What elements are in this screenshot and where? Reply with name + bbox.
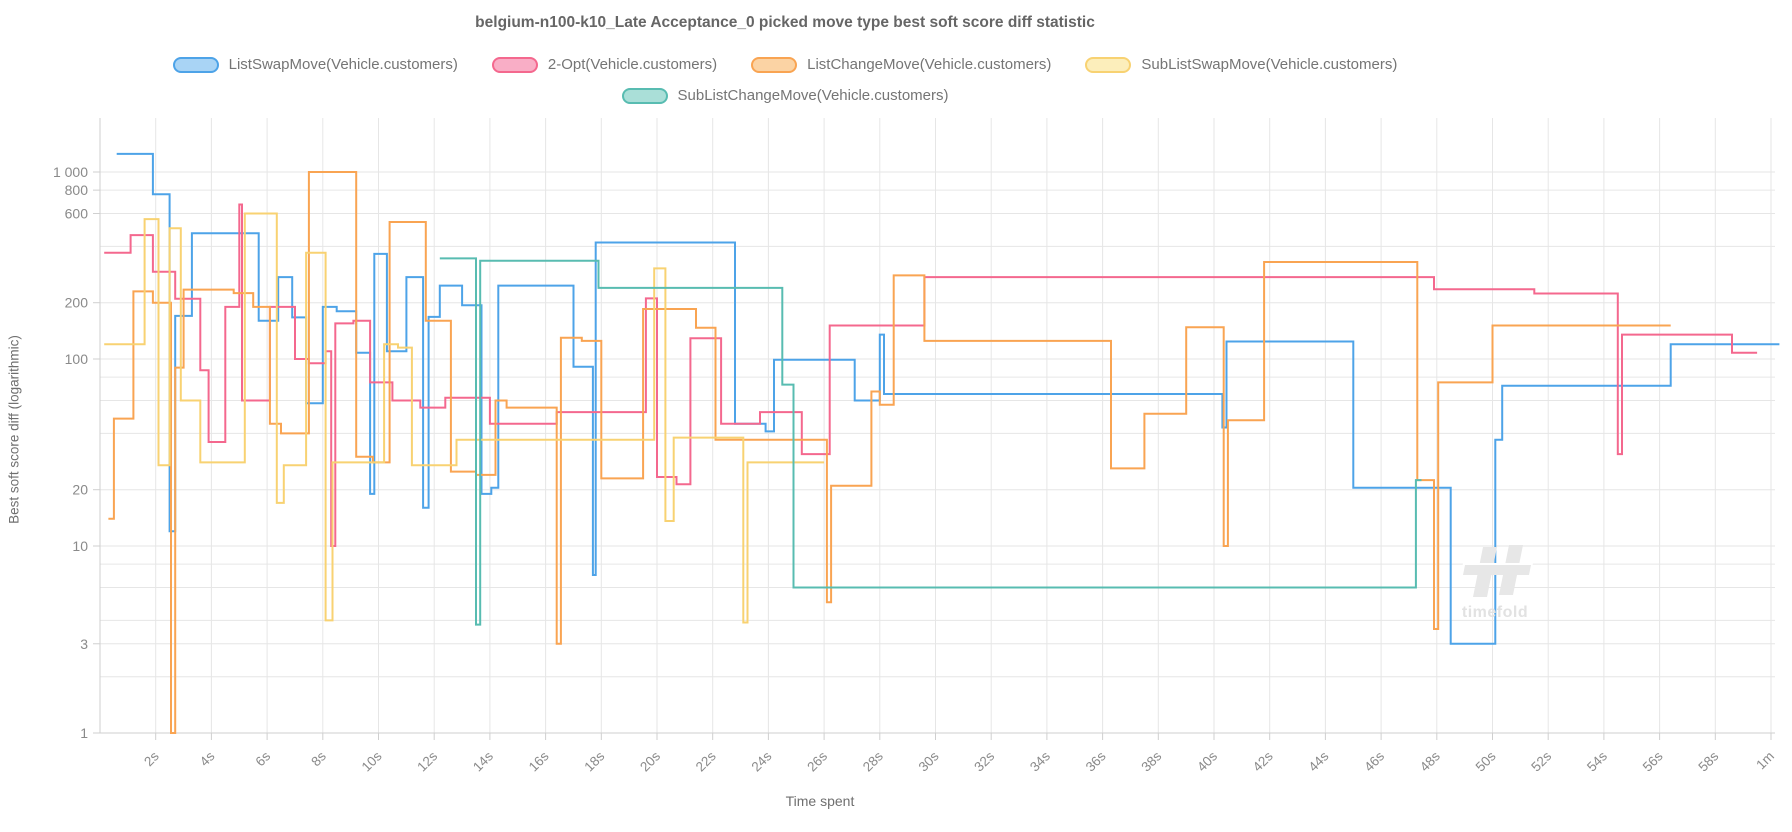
y-tick-label: 200: [65, 295, 89, 311]
x-tick-label: 4s: [197, 748, 218, 769]
x-tick-label: 14s: [470, 748, 496, 774]
x-tick-label: 34s: [1027, 748, 1053, 774]
x-tick-label: 18s: [581, 748, 607, 774]
legend-swatch-sub-list-swap-move: [1085, 56, 1132, 73]
legend-label: SubListSwapMove(Vehicle.customers): [1141, 56, 1398, 73]
x-tick-label: 40s: [1194, 748, 1220, 774]
chart-title: belgium-n100-k10_Late Acceptance_0 picke…: [475, 14, 1095, 31]
x-tick-label: 58s: [1695, 748, 1721, 774]
x-tick-label: 54s: [1584, 748, 1610, 774]
legend-swatch-two-opt: [491, 56, 538, 73]
legend-row-2: SubListChangeMove(Vehicle.customers): [0, 87, 1570, 104]
y-axis-title: Best soft score diff (logarithmic): [6, 335, 22, 524]
y-tick-label: 20: [72, 482, 88, 498]
x-tick-label: 44s: [1306, 748, 1332, 774]
series-line-two-opt: [104, 203, 1758, 547]
legend-label: ListSwapMove(Vehicle.customers): [228, 56, 458, 73]
x-tick-label: 46s: [1361, 748, 1387, 774]
x-tick-label: 36s: [1083, 748, 1109, 774]
legend-label: SubListChangeMove(Vehicle.customers): [677, 87, 949, 104]
legend-item-two-opt[interactable]: 2-Opt(Vehicle.customers): [491, 56, 718, 73]
x-tick-label: 38s: [1138, 748, 1164, 774]
x-tick-label: 20s: [637, 748, 663, 774]
x-tick-label: 16s: [526, 748, 552, 774]
timefold-logo-icon: [1460, 545, 1533, 597]
y-tick-label: 3: [80, 636, 88, 652]
x-tick-label: 32s: [971, 748, 997, 774]
x-tick-label: 10s: [359, 748, 385, 774]
x-tick-label: 52s: [1528, 748, 1554, 774]
y-tick-label: 100: [65, 351, 89, 367]
legend-swatch-list-change-move: [751, 56, 798, 73]
watermark-text: timefold: [1461, 604, 1529, 621]
legend-item-sub-list-swap-move[interactable]: SubListSwapMove(Vehicle.customers): [1085, 56, 1397, 73]
y-tick-label: 1 000: [53, 164, 88, 180]
x-tick-label: 48s: [1417, 748, 1443, 774]
legend-item-list-change-move[interactable]: ListChangeMove(Vehicle.customers): [751, 56, 1051, 73]
y-tick-label: 600: [65, 205, 89, 221]
x-tick-label: 26s: [804, 748, 830, 774]
x-tick-label: 8s: [308, 748, 329, 769]
x-tick-label: 50s: [1473, 748, 1499, 774]
legend-swatch-list-swap-move: [172, 56, 219, 73]
x-tick-label: 22s: [693, 748, 719, 774]
y-tick-label: 800: [65, 182, 89, 198]
x-tick-label: 1m: [1753, 749, 1777, 773]
x-tick-label: 56s: [1640, 748, 1666, 774]
x-tick-label: 12s: [414, 748, 440, 774]
x-axis-title: Time spent: [785, 793, 855, 809]
series-line-sub-list-swap-move: [104, 212, 825, 624]
series-line-list-change-move: [108, 171, 1671, 734]
x-tick-label: 28s: [860, 748, 886, 774]
legend-item-list-swap-move[interactable]: ListSwapMove(Vehicle.customers): [172, 56, 458, 73]
x-tick-label: 30s: [916, 748, 942, 774]
legend-label: ListChangeMove(Vehicle.customers): [807, 56, 1052, 73]
watermark: timefold: [1452, 545, 1538, 622]
x-tick-label: 2s: [141, 748, 162, 769]
y-tick-label: 1: [80, 725, 88, 741]
x-tick-label: 42s: [1250, 748, 1276, 774]
y-tick-label: 10: [72, 538, 88, 554]
x-tick-label: 6s: [253, 748, 274, 769]
legend-label: 2-Opt(Vehicle.customers): [547, 56, 718, 73]
legend-item-sub-list-change-move[interactable]: SubListChangeMove(Vehicle.customers): [621, 87, 949, 104]
legend-row-1: ListSwapMove(Vehicle.customers) 2-Opt(Veh…: [0, 56, 1570, 73]
series-line-sub-list-change-move: [439, 257, 1422, 626]
legend-swatch-sub-list-change-move: [621, 87, 668, 104]
x-tick-label: 24s: [749, 748, 775, 774]
